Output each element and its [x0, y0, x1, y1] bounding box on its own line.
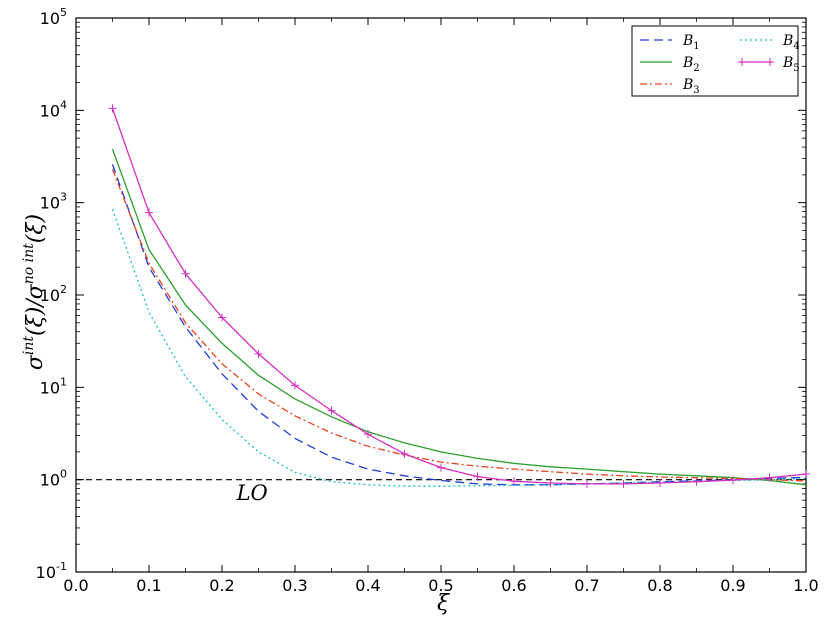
y-axis: 10-1 100 101 102 103 104 105	[36, 6, 806, 582]
y-tick-label: 101	[40, 375, 67, 397]
legend-label-b5: B5	[782, 55, 800, 74]
x-tick-label: 0.6	[501, 576, 526, 595]
x-tick-label: 0.3	[282, 576, 307, 595]
x-tick-label: 0.8	[647, 576, 672, 595]
y-tick-label: 10-1	[36, 560, 67, 582]
y-tick-label: 105	[40, 6, 67, 28]
data-point-b5	[473, 472, 482, 481]
y-tick-label: 104	[40, 98, 67, 120]
reference-line-group: LO	[76, 479, 806, 505]
data-point-b5	[692, 477, 701, 486]
data-point-b5	[729, 476, 737, 485]
data-point-b5	[583, 479, 591, 488]
data-point-b5	[765, 473, 774, 482]
x-tick-label: 0.0	[63, 576, 88, 595]
legend-label-b3: B3	[682, 77, 700, 96]
series-layer	[108, 104, 810, 488]
series-line-b2	[111, 148, 807, 486]
data-point-b5	[802, 470, 810, 479]
x-axis: 0.0 0.1 0.2 0.3 0.4 0.5 0.6 0.7 0.8 0.9 1.0	[63, 18, 819, 595]
legend-label-b2: B2	[682, 55, 700, 74]
legend: B1 B2 B3 B4 B5	[631, 25, 800, 97]
data-point-b5	[254, 349, 263, 358]
y-axis-label: σint(ξ)/σno int(ξ)	[21, 214, 48, 370]
x-axis-label: ξ	[437, 591, 451, 616]
y-label-sup-int: int	[21, 336, 37, 355]
reference-label: LO	[236, 481, 268, 505]
data-point-b5	[546, 479, 555, 488]
legend-box	[631, 25, 799, 97]
x-tick-label: 0.7	[574, 576, 599, 595]
y-label-mid: (ξ)/σ	[23, 283, 48, 336]
x-tick-label: 0.4	[355, 576, 380, 595]
data-point-b5	[437, 463, 445, 472]
plot-border	[75, 17, 807, 573]
data-point-b5	[181, 269, 190, 278]
series-line-b4	[111, 208, 807, 487]
y-tick-label: 103	[40, 191, 67, 213]
y-label-tail: (ξ)	[23, 214, 48, 243]
series-line-b3	[111, 169, 807, 482]
legend-label-b1: B1	[682, 33, 700, 52]
data-point-b5	[400, 449, 409, 458]
x-tick-label: 0.5	[428, 576, 453, 595]
y-label-sup-noint: no int	[21, 243, 37, 284]
x-tick-label: 0.2	[209, 576, 234, 595]
data-point-b5	[291, 381, 299, 390]
plot-frame	[75, 17, 807, 573]
x-tick-label: 0.9	[720, 576, 745, 595]
series-line-b5	[111, 108, 807, 485]
y-tick-label: 100	[40, 468, 67, 490]
data-point-b5	[364, 430, 372, 439]
data-point-b5	[218, 313, 226, 322]
legend-marker-b5	[766, 58, 774, 66]
legend-marker-b5	[738, 58, 746, 66]
legend-label-b4: B4	[782, 33, 800, 52]
data-point-b5	[619, 479, 628, 488]
x-tick-label: 1.0	[793, 576, 818, 595]
x-tick-label: 0.1	[136, 576, 161, 595]
y-label-sigma-1: σ	[23, 354, 48, 370]
series-line-b1	[111, 164, 807, 486]
data-point-b5	[327, 406, 336, 415]
data-point-b5	[145, 208, 153, 217]
data-point-b5	[656, 479, 664, 488]
data-point-b5	[108, 104, 117, 113]
y-tick-label: 102	[40, 283, 67, 305]
data-point-b5	[510, 477, 518, 486]
